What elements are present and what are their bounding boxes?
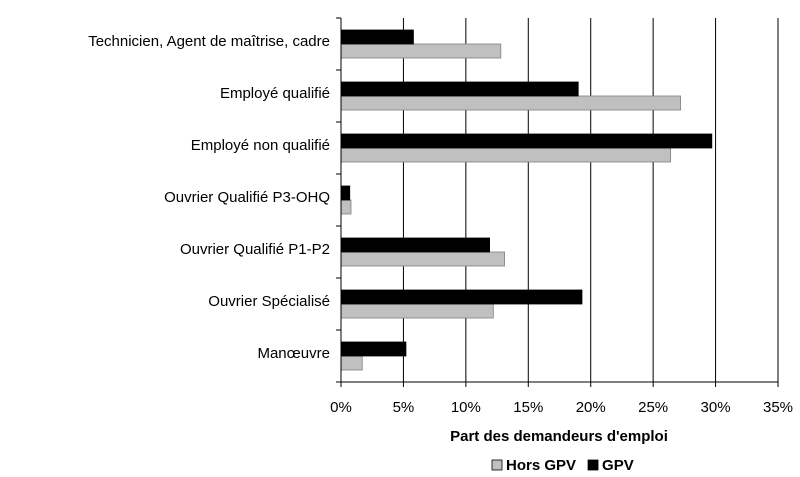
x-tick-label: 0% [330, 399, 352, 416]
x-tick-label: 20% [576, 399, 606, 416]
bar [340, 43, 502, 59]
bar [340, 251, 505, 267]
bar [340, 199, 352, 215]
bar [340, 303, 494, 319]
y-tick-label: Technicien, Agent de maîtrise, cadre [88, 33, 330, 50]
x-tick-label: 5% [393, 399, 415, 416]
legend-label: GPV [602, 457, 634, 474]
bar [340, 185, 351, 201]
x-tick-label: 30% [701, 399, 731, 416]
y-tick-label: Employé qualifié [220, 85, 330, 102]
bar [340, 29, 414, 45]
x-tick-label: 35% [763, 399, 793, 416]
legend-label: Hors GPV [506, 457, 576, 474]
legend-swatch [491, 459, 503, 471]
bar [340, 147, 672, 163]
y-tick-label: Ouvrier Qualifié P3-OHQ [164, 189, 330, 206]
x-tick-label: 15% [513, 399, 543, 416]
bar [340, 81, 579, 97]
x-tick-label: 25% [638, 399, 668, 416]
bar [340, 133, 713, 149]
bar [340, 355, 363, 371]
y-tick-label: Ouvrier Qualifié P1-P2 [180, 241, 330, 258]
bar [340, 95, 682, 111]
y-tick-label: Manœuvre [257, 345, 330, 362]
bar [340, 289, 583, 305]
legend-swatch [587, 459, 599, 471]
bar [340, 341, 407, 357]
x-axis-title: Part des demandeurs d'emploi [450, 428, 668, 445]
x-tick-label: 10% [451, 399, 481, 416]
y-tick-label: Ouvrier Spécialisé [208, 293, 330, 310]
bar [340, 237, 490, 253]
y-tick-label: Employé non qualifié [191, 137, 330, 154]
